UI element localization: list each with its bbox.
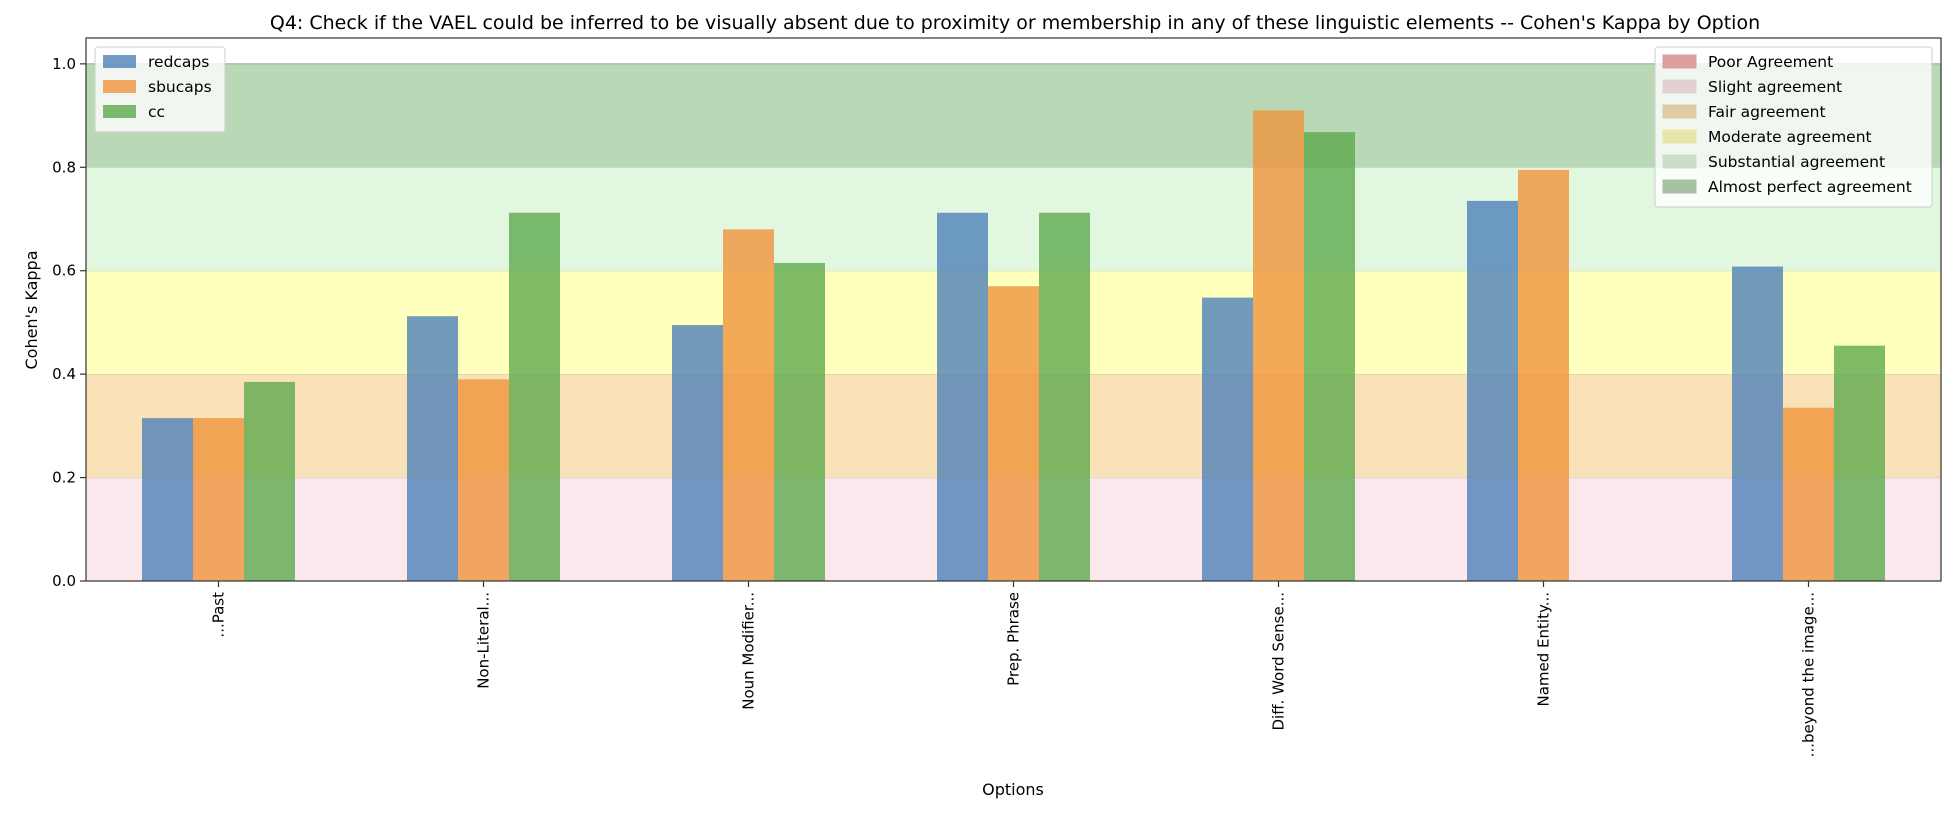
x-axis-label: Options — [982, 780, 1044, 799]
bar-sbucaps-2 — [723, 229, 774, 582]
legend-band-swatch-4 — [1662, 154, 1697, 169]
bar-redcaps-3 — [937, 212, 988, 581]
x-axis: ...Past Non-Literal... Noun Modifier... Pre… — [210, 581, 1818, 757]
legend-band-label-3: Moderate agreement — [1708, 128, 1872, 146]
legend-band-label-1: Slight agreement — [1708, 78, 1842, 96]
x-tick-label-1: Non-Literal... — [475, 592, 493, 689]
legend-band-swatch-0 — [1662, 54, 1697, 69]
x-tick-label-2: Noun Modifier... — [740, 592, 758, 710]
x-tick-label-0: ...Past — [210, 592, 228, 638]
band-legend: Poor Agreement Slight agreement Fair agree… — [1654, 46, 1933, 208]
y-tick-label-1: 0.2 — [52, 469, 76, 487]
legend-band-swatch-3 — [1662, 129, 1697, 144]
bar-redcaps-0 — [142, 418, 193, 581]
x-tick-label-3: Prep. Phrase — [1005, 592, 1023, 686]
x-tick-label-6: ...beyond the image... — [1800, 592, 1818, 757]
legend-label-redcaps: redcaps — [148, 53, 209, 71]
y-tick-label-0: 0.0 — [52, 572, 76, 590]
legend-band-swatch-2 — [1662, 104, 1697, 119]
legend-swatch-sbucaps — [103, 80, 136, 93]
y-tick-label-3: 0.6 — [52, 262, 76, 280]
bar-sbucaps-1 — [458, 379, 509, 581]
bar-sbucaps-5 — [1518, 169, 1569, 581]
legend-band-swatch-5 — [1662, 179, 1697, 194]
bars — [142, 110, 1885, 582]
bar-redcaps-2 — [672, 325, 723, 581]
legend-label-sbucaps: sbucaps — [148, 78, 212, 96]
y-tick-label-2: 0.4 — [52, 365, 76, 383]
x-tick-label-5: Named Entity... — [1535, 592, 1553, 707]
legend-swatch-redcaps — [103, 55, 136, 68]
bar-sbucaps-6 — [1783, 407, 1834, 581]
series-legend: redcaps sbucaps cc — [94, 46, 226, 133]
y-axis-label: Cohen's Kappa — [22, 250, 41, 369]
legend-swatch-cc — [103, 105, 136, 118]
y-tick-label-5: 1.0 — [52, 55, 76, 73]
bar-cc-1 — [509, 212, 560, 581]
legend-band-label-2: Fair agreement — [1708, 103, 1826, 121]
bar-sbucaps-0 — [193, 418, 244, 581]
bar-sbucaps-4 — [1253, 110, 1304, 582]
y-axis: 0.0 0.2 0.4 0.6 0.8 1.0 — [52, 55, 86, 590]
legend-band-swatch-1 — [1662, 79, 1697, 94]
x-tick-label-4: Diff. Word Sense... — [1270, 592, 1288, 731]
bar-redcaps-4 — [1202, 297, 1253, 581]
y-tick-label-4: 0.8 — [52, 158, 76, 176]
bar-redcaps-5 — [1467, 200, 1518, 581]
band-4 — [86, 167, 1941, 271]
bar-cc-4 — [1304, 132, 1355, 581]
chart-title: Q4: Check if the VAEL could be inferred … — [270, 12, 1760, 34]
bar-cc-3 — [1039, 212, 1090, 581]
bar-cc-6 — [1834, 345, 1885, 581]
bar-redcaps-1 — [407, 316, 458, 581]
band-legend-frame — [1654, 46, 1933, 208]
band-5 — [86, 63, 1941, 168]
bar-sbucaps-3 — [988, 286, 1039, 581]
legend-band-label-4: Substantial agreement — [1708, 153, 1885, 171]
legend-band-label-0: Poor Agreement — [1708, 53, 1833, 71]
legend-label-cc: cc — [148, 103, 165, 121]
bar-cc-0 — [244, 381, 295, 581]
bar-cc-2 — [774, 262, 825, 581]
bar-redcaps-6 — [1732, 266, 1783, 581]
legend-band-label-5: Almost perfect agreement — [1708, 178, 1912, 196]
